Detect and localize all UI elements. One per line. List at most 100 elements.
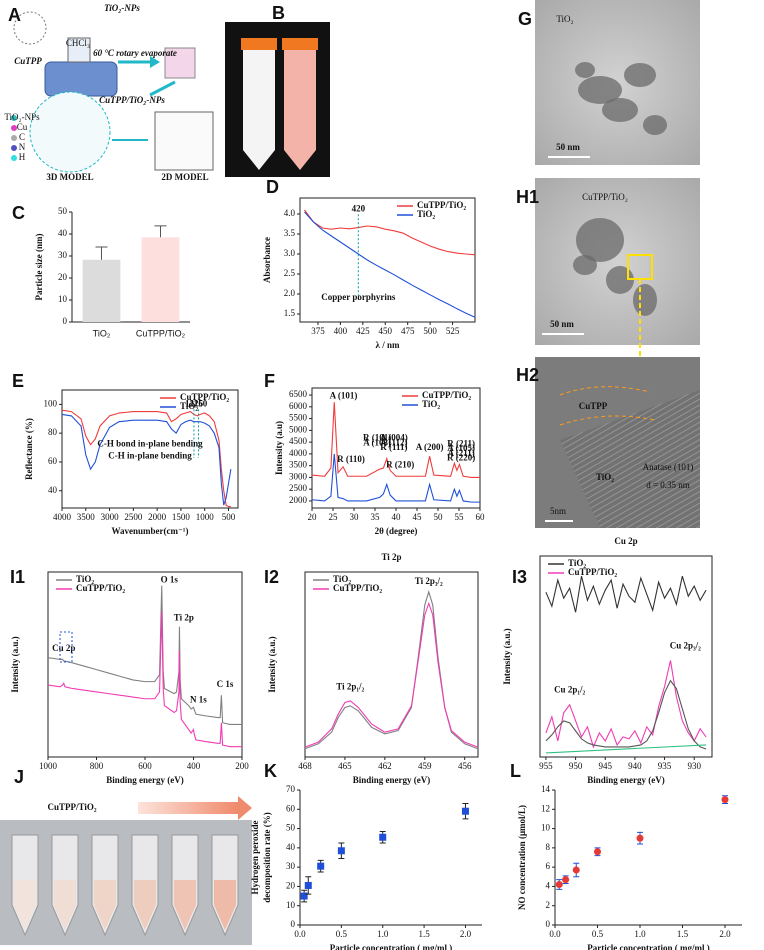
annotation: R (210)	[386, 460, 414, 470]
x-axis-label: Wavenumber(cm⁻¹)	[112, 526, 189, 536]
x-tick-label: 0.0	[294, 929, 306, 939]
panel-label: B	[272, 3, 285, 23]
y-axis-label: NO concentration (μmol/L)	[517, 805, 527, 910]
y-tick-label: 100	[44, 398, 58, 408]
figure-text: CuTPP	[14, 56, 42, 66]
x-tick-label: 200	[235, 761, 249, 771]
x-tick-label: 600	[138, 761, 152, 771]
decoration	[241, 38, 277, 50]
figure-text: TiO₂	[556, 14, 573, 24]
decoration	[54, 880, 76, 930]
y-axis-label: Particle size (nm)	[34, 234, 44, 301]
y-tick-label: 60	[286, 803, 296, 813]
series-line	[545, 679, 707, 750]
y-tick-label: 50	[58, 206, 68, 216]
x-axis-label: Binding energy (eV)	[353, 775, 431, 785]
y-tick-label: 2000	[289, 495, 308, 505]
panel-label: H2	[516, 365, 539, 385]
decoration	[560, 390, 700, 528]
decoration	[134, 880, 156, 930]
annotation: A (200)	[416, 442, 444, 452]
error-bar	[154, 225, 167, 238]
annotation: R (110)	[337, 454, 365, 464]
legend-label: CuTPP/TiO₂	[568, 567, 617, 577]
x-tick-label: 525	[446, 326, 460, 336]
y-tick-label: 5000	[289, 424, 308, 434]
y-tick-label: 20	[286, 880, 296, 890]
decoration	[59, 631, 73, 663]
y-tick-label: 2500	[289, 483, 308, 493]
decoration	[284, 48, 316, 170]
point	[317, 862, 325, 870]
decoration	[11, 145, 17, 151]
plot-frame	[61, 389, 239, 509]
annotation: 420	[352, 203, 366, 213]
decoration	[138, 802, 238, 814]
figure-text: 60 °C rotary evaporate	[93, 48, 177, 58]
annotation: R (111)	[380, 442, 407, 452]
decoration	[0, 820, 252, 945]
decoration	[535, 178, 700, 345]
figure-text: CuTPP	[579, 401, 608, 411]
series-line	[311, 453, 480, 503]
y-tick-label: 30	[286, 861, 296, 871]
panel-label: G	[518, 9, 532, 29]
panel-label: K	[264, 761, 277, 781]
annotation: R (101)	[363, 433, 391, 443]
x-tick-label: 425	[356, 326, 370, 336]
x-tick-label: 3500	[77, 512, 96, 522]
decoration	[238, 796, 252, 820]
plot-frame	[304, 571, 479, 758]
x-tick-label: 465	[338, 761, 352, 771]
x-axis-label: Binding energy (eV)	[106, 775, 184, 785]
annotation: Cu 2p₁/₂	[554, 685, 585, 695]
panel-label: J	[14, 767, 24, 787]
decoration	[243, 48, 275, 170]
chart-title: Ti 2p	[381, 552, 401, 562]
chart-title: Cu 2p	[614, 536, 637, 546]
x-tick-label: 45	[413, 512, 423, 522]
figure-text: H	[19, 152, 26, 162]
panel-label: I1	[10, 567, 25, 587]
annotation: A (103)	[363, 437, 391, 447]
x-tick-label: 800	[90, 761, 104, 771]
figure-text: CHCl₃	[66, 38, 90, 48]
point	[461, 807, 469, 815]
annotation: 1150	[190, 398, 208, 408]
x-tick-label: 0.5	[592, 929, 604, 939]
series-line	[545, 660, 707, 749]
series-line	[304, 601, 479, 748]
decoration	[633, 284, 657, 316]
figure-text: 50 nm	[556, 142, 580, 152]
figure-text: TiO₂-NPs	[4, 112, 40, 122]
annotation: Ti 2p	[174, 612, 194, 622]
y-tick-label: 5500	[289, 413, 308, 423]
y-tick-label: 40	[286, 842, 296, 852]
figure-text: Anatase (101)	[643, 462, 694, 472]
y-tick-label: 3.0	[284, 248, 296, 258]
series-line	[311, 402, 480, 478]
decoration	[11, 155, 17, 161]
x-tick-label: TiO₂	[93, 328, 111, 338]
point	[555, 881, 563, 888]
y-tick-label: 8	[546, 842, 551, 852]
decoration	[164, 47, 196, 79]
panel-label: E	[12, 371, 24, 391]
x-tick-label: 20	[308, 512, 318, 522]
y-tick-label: 6500	[289, 389, 308, 399]
y-tick-label: 12	[541, 803, 550, 813]
point	[379, 833, 387, 841]
panel-label: L	[510, 761, 521, 781]
x-tick-label: 55	[455, 512, 465, 522]
error-bar	[95, 246, 108, 260]
x-tick-label: 940	[628, 761, 642, 771]
decoration	[174, 880, 196, 930]
y-tick-label: 10	[541, 823, 551, 833]
decoration	[13, 11, 47, 45]
decoration	[11, 125, 17, 131]
decoration	[44, 61, 118, 97]
annotation: R (211)	[447, 439, 475, 449]
x-tick-label: 375	[311, 326, 325, 336]
annotation: A (112)	[380, 437, 407, 447]
legend-label: CuTPP/TiO₂	[76, 583, 125, 593]
